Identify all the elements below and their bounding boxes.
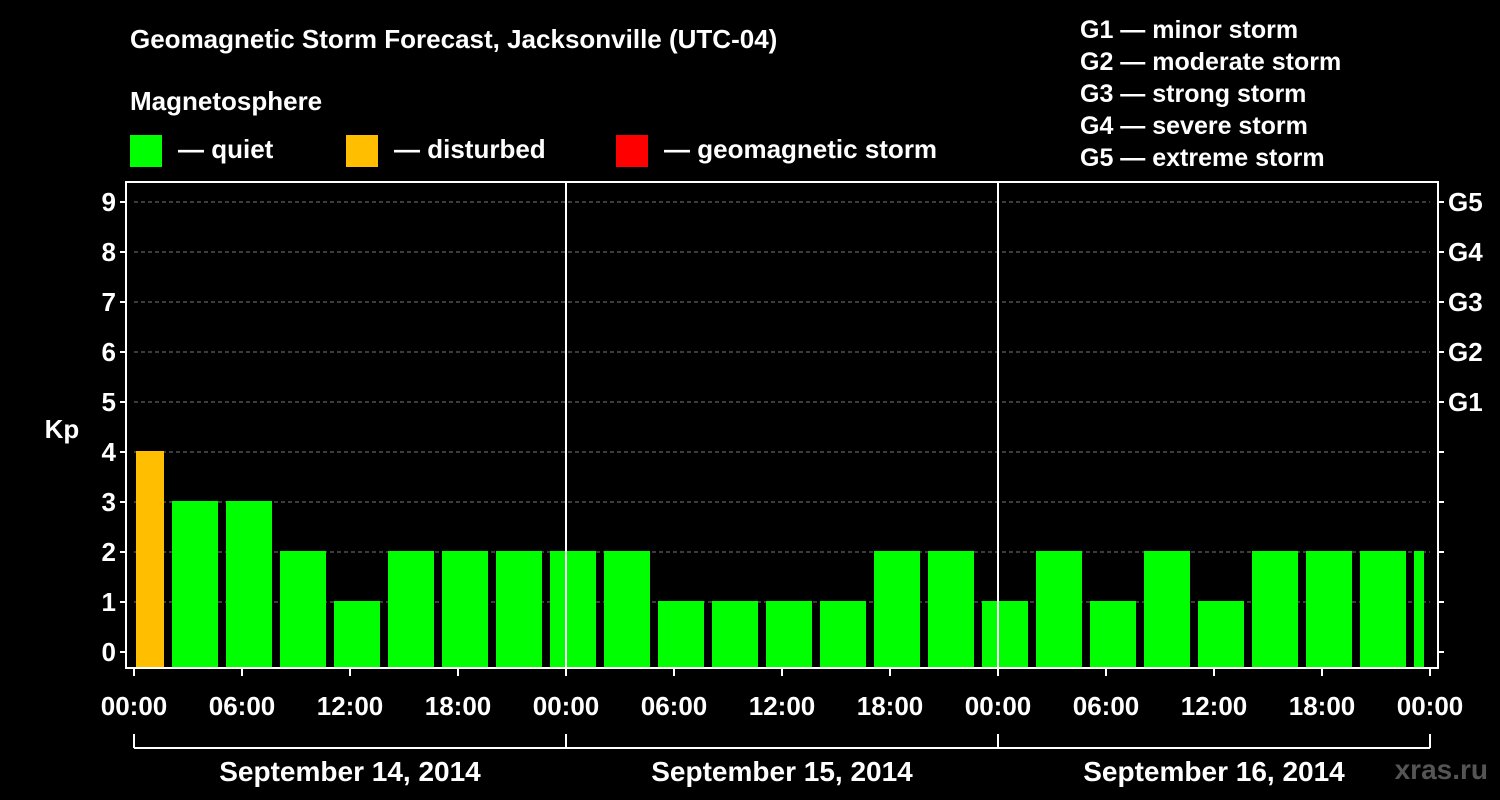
kp-bar-2 [226, 501, 272, 668]
chart-title: Geomagnetic Storm Forecast, Jacksonville… [130, 24, 778, 54]
kp-bar-3 [280, 551, 326, 668]
x-tick-label-10: 12:00 [1181, 691, 1248, 721]
kp-bar-15 [928, 551, 974, 668]
kp-bar-12 [766, 601, 812, 668]
kp-bar-13 [820, 601, 866, 668]
x-tick-label-7: 18:00 [857, 691, 924, 721]
y-tick-label-6: 6 [102, 337, 116, 367]
storm-level-g1: G1 — minor storm [1080, 16, 1299, 44]
y-tick-label-0: 0 [102, 637, 116, 667]
y-axis-label: Kp [45, 414, 80, 444]
legend-swatch-storm [616, 135, 648, 167]
kp-bar-5 [388, 551, 434, 668]
kp-bar-17 [1036, 551, 1082, 668]
y-tick-label-9: 9 [102, 187, 116, 217]
x-tick-label-9: 06:00 [1073, 691, 1140, 721]
kp-bar-1 [172, 501, 218, 668]
kp-bar-7 [496, 551, 542, 668]
x-tick-label-4: 00:00 [533, 691, 600, 721]
y-tick-label-2: 2 [102, 537, 116, 567]
x-tick-label-3: 18:00 [425, 691, 492, 721]
x-tick-label-8: 00:00 [965, 691, 1032, 721]
kp-bar-4 [334, 601, 380, 668]
day-label-1: September 15, 2014 [651, 756, 913, 787]
g-level-label-2: G3 [1448, 287, 1483, 317]
g-level-label-1: G2 [1448, 337, 1483, 367]
kp-bar-0 [136, 451, 164, 668]
kp-bar-9 [604, 551, 650, 668]
storm-level-list: G1 — minor storm G2 — moderate storm G3 … [1080, 14, 1341, 174]
kp-bar-23 [1360, 551, 1406, 668]
kp-bar-14 [874, 551, 920, 668]
y-tick-label-1: 1 [102, 587, 116, 617]
g-level-label-0: G1 [1448, 387, 1483, 417]
kp-bar-22 [1306, 551, 1352, 668]
kp-bar-11 [712, 601, 758, 668]
legend-label-quiet: — quiet [178, 134, 274, 164]
kp-bar-24 [1414, 551, 1424, 668]
day-label-0: September 14, 2014 [219, 756, 481, 787]
kp-bar-21 [1252, 551, 1298, 668]
watermark: xras.ru [1394, 754, 1488, 785]
kp-bar-18 [1090, 601, 1136, 668]
x-tick-label-6: 12:00 [749, 691, 816, 721]
x-tick-label-2: 12:00 [317, 691, 384, 721]
y-tick-label-5: 5 [102, 387, 116, 417]
storm-level-g4: G4 — severe storm [1080, 112, 1308, 140]
g-level-label-3: G4 [1448, 237, 1483, 267]
day-label-2: September 16, 2014 [1083, 756, 1345, 787]
kp-bar-6 [442, 551, 488, 668]
storm-level-g3: G3 — strong storm [1080, 80, 1307, 108]
x-tick-label-1: 06:00 [209, 691, 276, 721]
legend-label-disturbed: — disturbed [394, 134, 546, 164]
g-level-label-4: G5 [1448, 187, 1483, 217]
kp-bar-10 [658, 601, 704, 668]
legend-label-storm: — geomagnetic storm [664, 134, 938, 164]
kp-bar-16 [982, 601, 1028, 668]
x-tick-label-5: 06:00 [641, 691, 708, 721]
kp-bar-8 [550, 551, 596, 668]
x-tick-label-11: 18:00 [1289, 691, 1356, 721]
y-tick-label-3: 3 [102, 487, 116, 517]
x-tick-label-0: 00:00 [101, 691, 168, 721]
storm-level-g2: G2 — moderate storm [1080, 48, 1342, 76]
kp-bar-20 [1198, 601, 1244, 668]
y-tick-label-7: 7 [102, 287, 116, 317]
y-tick-label-4: 4 [102, 437, 117, 467]
legend-swatch-disturbed [346, 135, 378, 167]
kp-bar-19 [1144, 551, 1190, 668]
storm-level-g5: G5 — extreme storm [1080, 144, 1325, 172]
x-tick-label-12: 00:00 [1397, 691, 1464, 721]
y-tick-label-8: 8 [102, 237, 116, 267]
legend-heading: Magnetosphere [130, 86, 323, 116]
legend-swatch-quiet [130, 135, 162, 167]
